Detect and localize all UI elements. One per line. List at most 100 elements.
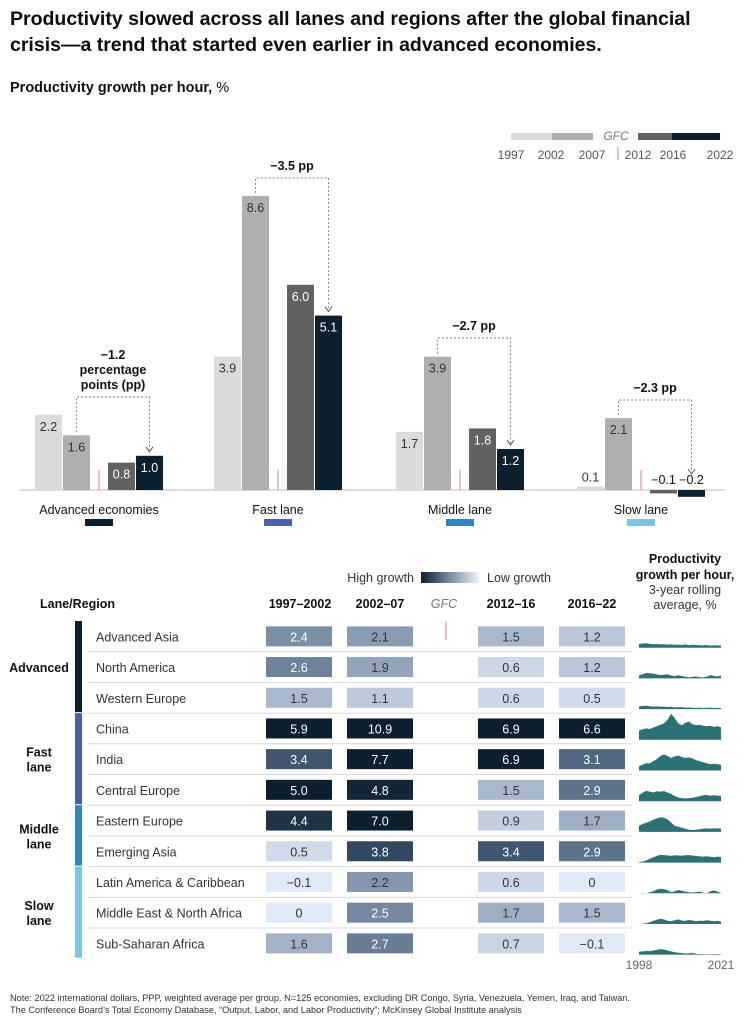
heat-cell-value: 4.4 xyxy=(290,815,307,829)
bar-value-label: 1.6 xyxy=(68,440,85,454)
lane-color-bar xyxy=(75,866,82,958)
category-swatch xyxy=(627,519,655,526)
bar-3-1 xyxy=(605,418,632,490)
heat-cell-value: 1.2 xyxy=(583,630,600,644)
heat-cell-value: 2.5 xyxy=(371,907,388,921)
table-header: 2002–07 xyxy=(356,597,405,611)
bar-2-1 xyxy=(424,356,451,490)
bar-2-0 xyxy=(396,431,423,490)
heat-cell xyxy=(347,810,413,831)
spark-header: 3-year rolling xyxy=(649,583,721,597)
spark-header: Productivity xyxy=(649,552,721,566)
heat-cell-value: 1.1 xyxy=(371,692,388,706)
scale-label-low: Low growth xyxy=(487,571,551,585)
legend-year: 2002 xyxy=(538,148,565,162)
legend-swatch xyxy=(552,133,593,140)
category-label: Slow lane xyxy=(614,503,668,517)
annotation-bracket xyxy=(618,399,692,472)
table-header: 2012–16 xyxy=(487,597,536,611)
note-text: Note: 2022 international dollars, PPP, w… xyxy=(10,993,630,1003)
bar-3-3 xyxy=(678,490,705,497)
heat-cell xyxy=(478,687,544,708)
annotation-arrow xyxy=(687,468,696,475)
annotation-label: −3.5 pp xyxy=(270,159,314,173)
heat-cell-value: 2.9 xyxy=(583,784,600,798)
heat-cell-value: 1.7 xyxy=(502,907,519,921)
category-label: Middle lane xyxy=(428,503,492,517)
legend-year: 2016 xyxy=(660,148,687,162)
heat-cell-value: 7.7 xyxy=(371,753,388,767)
sparkline-area xyxy=(639,854,721,863)
bar-value-label: 1.0 xyxy=(141,461,158,475)
legend-swatch xyxy=(672,133,720,140)
heat-cell xyxy=(266,933,332,954)
heat-cell xyxy=(347,626,413,647)
region-label: Eastern Europe xyxy=(96,815,183,829)
region-label: India xyxy=(96,753,123,767)
heat-cell-value: 3.8 xyxy=(371,845,388,859)
heat-cell xyxy=(347,871,413,892)
heat-cell-value: 1.2 xyxy=(583,661,600,675)
heat-cell xyxy=(347,718,413,739)
legend-swatch xyxy=(638,133,672,140)
group-label: lane xyxy=(26,761,51,775)
heat-cell-value: 0.6 xyxy=(502,661,519,675)
group-label: Middle xyxy=(19,822,59,836)
annotation-label: percentage xyxy=(80,363,147,377)
category-swatch xyxy=(85,519,113,526)
heat-cell-value: 2.9 xyxy=(583,845,600,859)
scale-label-high: High growth xyxy=(347,571,414,585)
sparkline-area xyxy=(639,888,721,894)
bar-2-3 xyxy=(497,448,524,490)
subtitle-unit: % xyxy=(212,80,230,96)
heat-cell xyxy=(478,749,544,770)
annotation-arrow xyxy=(324,306,333,313)
region-label: North America xyxy=(96,661,175,675)
heat-cell xyxy=(478,657,544,678)
region-label: China xyxy=(96,722,129,736)
region-label: Advanced Asia xyxy=(96,630,179,644)
heat-cell xyxy=(266,657,332,678)
annotation-arrow xyxy=(145,446,154,453)
heat-cell-value: 5.0 xyxy=(290,784,307,798)
heat-cell xyxy=(559,718,625,739)
heat-cell xyxy=(478,779,544,800)
bar-1-3 xyxy=(315,315,342,490)
region-label: Western Europe xyxy=(96,692,186,706)
heat-cell-value: 0 xyxy=(589,876,596,890)
heat-cell-value: 1.7 xyxy=(583,815,600,829)
region-label: Middle East & North Africa xyxy=(96,907,242,921)
heat-cell-value: 0.7 xyxy=(502,937,519,951)
heat-cell-value: 2.6 xyxy=(290,661,307,675)
sparkline-area xyxy=(639,713,721,740)
chart-subtitle: Productivity growth per hour, % xyxy=(10,80,229,96)
heat-cell-value: 1.5 xyxy=(583,907,600,921)
annotation-arrow xyxy=(506,439,515,446)
heat-cell xyxy=(559,902,625,923)
heat-cell xyxy=(478,841,544,862)
heat-cell-value: 0.6 xyxy=(502,876,519,890)
heat-cell xyxy=(266,749,332,770)
annotation-bracket xyxy=(76,396,150,450)
group-label: lane xyxy=(26,837,51,851)
category-label: Advanced economies xyxy=(39,503,159,517)
heat-cell xyxy=(347,841,413,862)
region-label: Sub-Saharan Africa xyxy=(96,937,204,951)
bar-3-0 xyxy=(577,486,604,490)
heat-cell xyxy=(478,718,544,739)
heat-cell xyxy=(478,902,544,923)
heat-cell-value: 7.0 xyxy=(371,815,388,829)
bar-3-2 xyxy=(650,490,677,494)
heat-cell-value: 0.5 xyxy=(583,692,600,706)
heat-cell-value: 1.9 xyxy=(371,661,388,675)
bar-value-label: 0.8 xyxy=(113,468,130,482)
sparkline-area xyxy=(639,643,721,648)
heat-cell xyxy=(347,657,413,678)
legend-gfc-label: GFC xyxy=(603,129,629,143)
heat-cell xyxy=(266,871,332,892)
source-text: The Conference Board’s Total Economy Dat… xyxy=(10,1005,522,1015)
heat-cell-value: −0.1 xyxy=(287,876,312,890)
bar-0-0 xyxy=(35,414,62,490)
bar-value-label: −0.2 xyxy=(679,473,704,487)
bar-value-label: 1.7 xyxy=(401,437,418,451)
